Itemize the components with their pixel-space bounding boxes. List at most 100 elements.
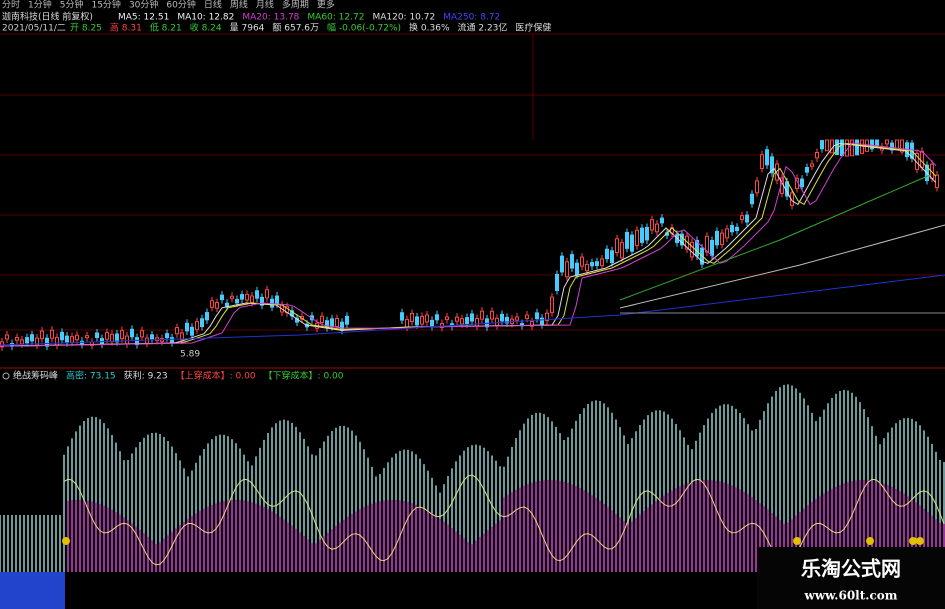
quote-items: 开 8.25 高 8.31 低 8.21 收 8.24 量 7964 额 657.6万幅 … — [70, 22, 551, 34]
ma-value: MA60: 12.72 — [307, 13, 364, 23]
candle-body — [585, 263, 589, 272]
candle-body — [45, 337, 49, 347]
candle-body — [85, 335, 89, 339]
candle-body — [885, 139, 889, 145]
candle-body — [250, 295, 254, 304]
indicator-item: 【上穿成本】: 0.00 — [176, 370, 256, 382]
quote-item: 流通 2.23亿 — [458, 22, 508, 34]
candle-body — [420, 316, 424, 325]
candle-body — [50, 329, 54, 339]
candle-body — [935, 174, 939, 189]
candle-body — [565, 261, 569, 278]
candle-body — [825, 139, 829, 152]
toolbar-tab: 日线 — [204, 0, 222, 11]
candle-body — [25, 337, 29, 344]
candle-body — [710, 239, 714, 256]
candle-body — [655, 223, 659, 233]
candle-body — [505, 316, 509, 324]
candle-body — [790, 192, 794, 206]
candle-body — [725, 228, 729, 239]
ma-line — [0, 142, 937, 347]
candle-body — [195, 321, 199, 331]
candle-body — [495, 317, 499, 327]
indicator-items: 高密: 73.15 获利: 9.23 【上穿成本】: 0.00 【下穿成本】: 0.0… — [66, 370, 344, 382]
toolbar-tab: 30分钟 — [129, 0, 158, 11]
candle-body — [850, 139, 854, 157]
signal-dot — [62, 537, 70, 545]
candle-body — [545, 312, 549, 322]
candle-body — [605, 248, 609, 260]
toolbar-tab: 15分钟 — [91, 0, 120, 11]
candle-body — [155, 337, 159, 341]
quote-item: 低 8.21 — [150, 22, 182, 34]
low-price-label: 5.89 — [180, 350, 200, 360]
candle-body — [870, 139, 874, 150]
candle-body — [900, 139, 904, 153]
ma-legend: MA5: 12.51 MA10: 12.82 MA20: 13.78 MA60: 12… — [118, 13, 500, 23]
candle-body — [0, 341, 4, 348]
indicator-item: 【下穿成本】: 0.00 — [264, 370, 344, 382]
candle-body — [615, 238, 619, 254]
candle-body — [70, 336, 74, 343]
candle-body — [110, 333, 114, 343]
ma-line — [619, 174, 931, 301]
candle-body — [535, 312, 539, 320]
candle-body — [490, 310, 494, 320]
candle-body — [835, 139, 839, 156]
candle-body — [660, 217, 664, 224]
candle-body — [215, 302, 219, 309]
candle-body — [60, 331, 64, 341]
candle-body — [400, 312, 404, 321]
candle-body — [170, 337, 174, 344]
candle-body — [245, 293, 249, 301]
candle-body — [855, 139, 859, 156]
candle-body — [105, 332, 109, 340]
candle-body — [640, 227, 644, 243]
signal-dot — [866, 537, 874, 545]
toolbar-tab: 5分钟 — [60, 0, 84, 11]
candle-body — [120, 330, 124, 340]
candle-body — [445, 316, 449, 321]
candle-body — [55, 336, 59, 346]
candle-body — [95, 332, 99, 339]
candle-body — [600, 258, 604, 267]
candle-body — [180, 332, 184, 341]
candle-body — [425, 314, 429, 323]
quote-item: 换 0.36% — [409, 22, 450, 34]
candle-body — [760, 154, 764, 170]
candle-body — [480, 310, 484, 320]
candle-body — [440, 323, 444, 328]
quote-item: 高 8.31 — [110, 22, 142, 34]
ma-value: MA120: 10.72 — [372, 13, 435, 23]
candle-body — [40, 330, 44, 340]
candle-body — [165, 333, 169, 339]
toolbar-tab: 更多 — [317, 0, 335, 11]
candle-body — [805, 167, 809, 173]
signal-dot — [793, 537, 801, 545]
candle-body — [705, 235, 709, 253]
ma-value: MA5: 12.51 — [118, 13, 169, 23]
candle-body — [595, 261, 599, 266]
candle-body — [230, 295, 234, 299]
candle-body — [335, 318, 339, 327]
candle-body — [115, 333, 119, 343]
indicator-icon — [2, 372, 10, 380]
signal-dot — [909, 537, 917, 545]
candle-body — [20, 339, 24, 345]
candle-body — [500, 313, 504, 322]
candle-body — [415, 316, 419, 326]
candle-body — [140, 330, 144, 338]
candle-body — [525, 314, 529, 319]
candle-body — [455, 316, 459, 322]
candle-body — [715, 230, 719, 246]
candle-body — [590, 262, 594, 267]
quote-item: 量 7964 — [230, 23, 265, 34]
candle-body — [185, 322, 189, 332]
candle-body — [745, 214, 749, 223]
quote-item: 额 657.6万 — [272, 22, 319, 34]
candle-body — [235, 299, 239, 304]
candle-body — [815, 152, 819, 159]
candle-body — [575, 262, 579, 276]
grid — [0, 33, 945, 331]
quote-item: 开 8.25 — [70, 23, 102, 34]
